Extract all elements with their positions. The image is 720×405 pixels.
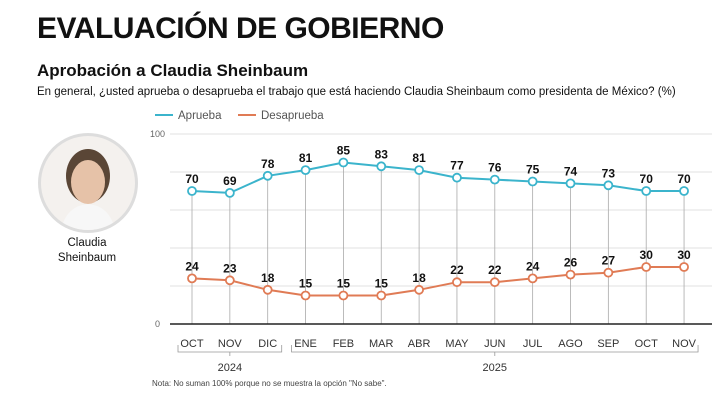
- survey-question: En general, ¿usted aprueba o desaprueba …: [37, 86, 676, 98]
- year-label: 2025: [483, 362, 507, 374]
- legend-label: Aprueba: [178, 110, 222, 122]
- data-label: 30: [677, 248, 691, 262]
- x-tick-label: OCT: [635, 338, 659, 350]
- data-point: [679, 262, 689, 272]
- data-point: [603, 267, 614, 278]
- data-label: 76: [488, 161, 502, 175]
- data-label: 24: [526, 259, 540, 273]
- data-label: 24: [185, 259, 199, 273]
- data-point: [187, 186, 197, 196]
- data-point: [489, 174, 500, 185]
- x-tick-label: ENE: [294, 338, 317, 350]
- data-label: 70: [677, 172, 691, 186]
- data-point: [300, 290, 311, 301]
- data-label: 77: [450, 159, 464, 173]
- page-title: EVALUACIÓN DE GOBIERNO: [37, 12, 444, 45]
- year-bracket: [177, 345, 283, 356]
- person-first-name: Claudia: [67, 237, 107, 249]
- data-label: 85: [337, 144, 351, 158]
- data-label: 78: [261, 157, 275, 171]
- x-tick-label: JUL: [523, 338, 543, 350]
- data-point: [376, 161, 387, 172]
- y-tick-label: 100: [150, 129, 165, 139]
- year-bracket: [291, 345, 699, 356]
- data-label: 81: [412, 151, 426, 165]
- data-point: [414, 165, 425, 176]
- data-point: [603, 180, 614, 191]
- data-point: [262, 284, 273, 295]
- legend-label: Desaprueba: [261, 110, 324, 122]
- x-tick-label: OCT: [180, 338, 204, 350]
- series-line: [191, 161, 685, 194]
- data-label: 69: [223, 174, 237, 188]
- series-line: [191, 266, 685, 297]
- data-label: 26: [564, 256, 578, 270]
- data-point: [641, 262, 652, 272]
- data-point: [641, 186, 652, 196]
- x-tick-label: ABR: [408, 338, 431, 350]
- data-point: [224, 187, 235, 198]
- data-point: [565, 178, 576, 189]
- x-tick-label: MAY: [445, 338, 469, 350]
- data-point: [187, 273, 197, 284]
- y-tick-label: 0: [155, 319, 160, 329]
- data-label: 22: [488, 263, 502, 277]
- x-tick-label: AGO: [558, 338, 583, 350]
- data-point: [262, 170, 273, 181]
- data-point: [527, 176, 538, 187]
- x-tick-label: NOV: [672, 338, 697, 350]
- data-point: [338, 157, 349, 168]
- avatar: [38, 133, 138, 233]
- data-label: 70: [185, 172, 199, 186]
- data-point: [679, 186, 689, 196]
- chart-subtitle: Aprobación a Claudia Sheinbaum: [37, 61, 309, 80]
- data-point: [489, 277, 500, 288]
- x-tick-label: SEP: [597, 338, 619, 350]
- data-label: 15: [337, 277, 351, 291]
- data-point: [376, 290, 387, 301]
- x-tick-label: FEB: [333, 338, 354, 350]
- data-point: [452, 277, 462, 288]
- x-tick-label: JUN: [484, 338, 505, 350]
- data-label: 23: [223, 261, 237, 275]
- data-point: [300, 165, 311, 176]
- data-label: 83: [375, 147, 389, 161]
- data-label: 15: [375, 277, 389, 291]
- data-label: 18: [261, 271, 275, 285]
- data-label: 18: [412, 271, 426, 285]
- data-label: 75: [526, 163, 540, 177]
- data-label: 74: [564, 164, 578, 178]
- data-label: 73: [602, 166, 616, 180]
- data-label: 22: [450, 263, 464, 277]
- data-label: 27: [602, 254, 616, 268]
- x-tick-label: DIC: [258, 338, 277, 350]
- data-point: [414, 284, 425, 295]
- x-tick-label: NOV: [218, 338, 243, 350]
- person-name: Claudia Sheinbaum: [40, 236, 134, 266]
- x-tick-label: MAR: [369, 338, 394, 350]
- data-point: [224, 275, 235, 286]
- data-label: 15: [299, 277, 313, 291]
- year-label: 2024: [218, 362, 242, 374]
- footnote: Nota: No suman 100% porque no se muestra…: [152, 379, 387, 388]
- data-point: [452, 172, 462, 183]
- data-label: 30: [640, 248, 654, 262]
- data-point: [338, 290, 349, 301]
- person-last-name: Sheinbaum: [57, 252, 117, 264]
- data-point: [565, 269, 576, 280]
- data-label: 70: [640, 172, 654, 186]
- data-label: 81: [299, 151, 313, 165]
- data-point: [527, 273, 538, 284]
